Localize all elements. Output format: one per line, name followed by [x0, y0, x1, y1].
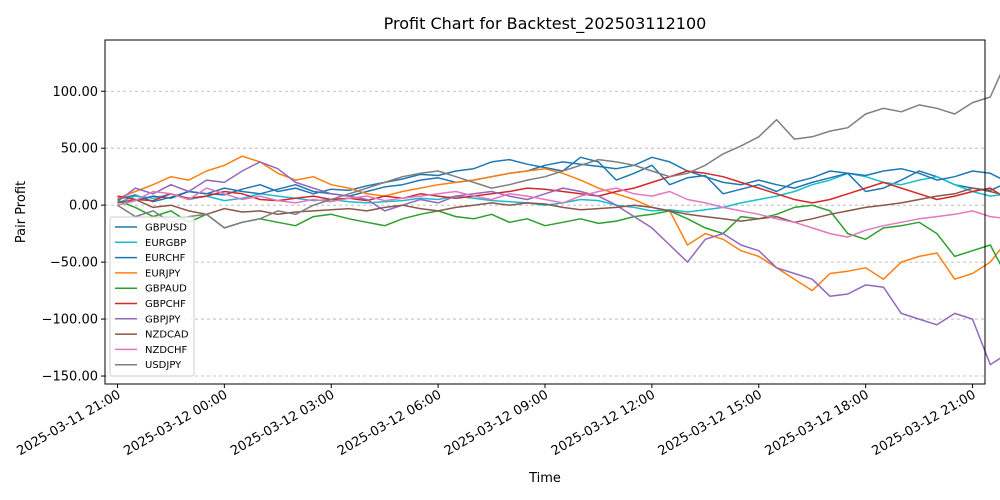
x-tick-label: 2025-03-12 03:00: [228, 387, 337, 459]
x-tick-label: 2025-03-12 15:00: [656, 387, 765, 459]
x-tick-label: 2025-03-12 06:00: [335, 387, 444, 459]
series-line-usdjpy: [117, 73, 1000, 229]
y-tick-label: 100.00: [53, 85, 99, 100]
series-line-eurgbp: [117, 172, 1000, 213]
legend-label: EURCHF: [145, 253, 186, 264]
legend-label: NZDCAD: [145, 330, 189, 341]
x-tick-label: 2025-03-12 18:00: [763, 387, 872, 459]
series-line-eurjpy: [117, 155, 1000, 292]
x-tick-label: 2025-03-12 09:00: [442, 387, 551, 459]
legend-label: GBPCHF: [145, 299, 186, 310]
series-line-gbpjpy: [117, 161, 1000, 366]
chart-title: Profit Chart for Backtest_202503112100: [384, 14, 707, 34]
y-tick-label: −50.00: [50, 256, 98, 271]
legend-label: GBPJPY: [145, 314, 181, 325]
x-tick-label: 2025-03-12 12:00: [549, 387, 658, 459]
legend-label: EURGBP: [145, 238, 186, 249]
series-line-gbpaud: [117, 199, 1000, 266]
legend-label: NZDCHF: [145, 345, 188, 356]
y-tick-label: −150.00: [42, 370, 98, 385]
series-line-nzdchf: [117, 187, 1000, 238]
y-tick-label: 0.00: [69, 199, 98, 214]
legend-label: GBPAUD: [145, 284, 187, 295]
series-lines: [117, 73, 1000, 366]
x-tick-label: 2025-03-12 21:00: [870, 387, 979, 459]
gridlines: [105, 90, 985, 377]
y-axis-ticks: 100.00 50.00 0.00 −50.00 −100.00 −150.00: [42, 85, 105, 385]
series-line-gbpusd: [117, 156, 1000, 203]
y-axis-title: Pair Profit: [14, 181, 29, 243]
legend-label: EURJPY: [145, 268, 181, 279]
y-tick-label: −100.00: [42, 313, 98, 328]
series-line-gbpchf: [117, 170, 1000, 204]
x-axis-title: Time: [528, 471, 561, 486]
legend: GBPUSD EURGBP EURCHF EURJPY GBPAUD GBPCHF GBPJ…: [109, 216, 195, 377]
series-line-eurchf: [117, 156, 1000, 206]
y-tick-label: 50.00: [61, 142, 98, 157]
x-tick-label: 2025-03-12 00:00: [121, 387, 230, 459]
x-tick-label: 2025-03-11 21:00: [15, 387, 124, 459]
legend-label: GBPUSD: [145, 223, 187, 234]
legend-box: [109, 216, 195, 377]
legend-label: USDJPY: [145, 360, 182, 371]
